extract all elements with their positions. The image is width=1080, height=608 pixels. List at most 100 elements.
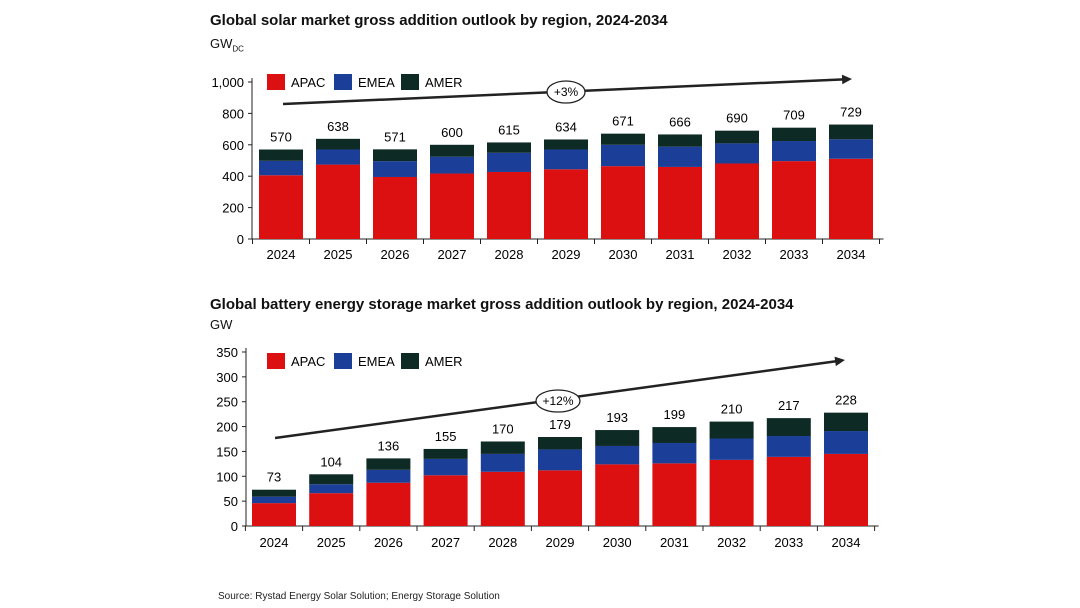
storage-chart-title: Global battery energy storage market gro…: [210, 296, 794, 313]
total-label: 600: [441, 125, 463, 140]
x-tick-label: 2025: [317, 535, 346, 550]
bar-apac-2025: [316, 164, 360, 239]
legend-label-apac: APAC: [291, 354, 325, 369]
bar-emea-2033: [772, 141, 816, 162]
unit-main: GW: [210, 317, 233, 332]
y-tick-label: 150: [216, 444, 238, 459]
bar-apac-2027: [423, 475, 468, 526]
legend-label-amer: AMER: [425, 354, 463, 369]
bar-amer-2031: [658, 134, 702, 147]
legend-label-emea: EMEA: [358, 354, 395, 369]
storage-chart: 0 50 100 150 200 250 300 350 2024 73 2025 104 2026 13…: [216, 345, 879, 550]
bar-emea-2028: [480, 453, 525, 472]
bar-apac-2025: [309, 493, 354, 526]
bar-emea-2031: [652, 442, 697, 464]
y-tick-label: 1,000: [211, 75, 244, 90]
total-label: 136: [378, 438, 400, 453]
bar-amer-2033: [766, 418, 811, 437]
legend-label-emea: EMEA: [358, 75, 395, 90]
total-label: 170: [492, 421, 514, 436]
bar-amer-2028: [480, 441, 525, 454]
bar-emea-2027: [423, 458, 468, 476]
bar-amer-2032: [709, 421, 754, 439]
unit-main: GW: [210, 36, 233, 51]
bar-amer-2030: [595, 430, 640, 446]
total-label: 193: [606, 410, 628, 425]
y-tick-label: 200: [216, 420, 238, 435]
bar-amer-2033: [772, 127, 816, 142]
bar-apac-2028: [480, 471, 525, 526]
bar-apac-2032: [709, 459, 754, 526]
bar-emea-2026: [366, 469, 411, 483]
x-tick-label: 2033: [780, 247, 809, 262]
arrow-head-icon: [834, 356, 845, 367]
legend-label-apac: APAC: [291, 75, 325, 90]
bar-amer-2024: [259, 149, 303, 161]
x-tick-label: 2031: [660, 535, 689, 550]
total-label: 179: [549, 417, 571, 432]
legend-swatch-apac: [267, 353, 285, 369]
x-tick-label: 2029: [546, 535, 575, 550]
solar-chart: 0 200 400 600 800 1,000 2024 570 2025 638 2026 571 2…: [211, 74, 884, 262]
unit-sub: DC: [232, 44, 244, 54]
x-tick-label: 2028: [488, 535, 517, 550]
total-label: 73: [267, 470, 281, 485]
y-tick-label: 400: [222, 169, 244, 184]
bar-apac-2033: [772, 161, 816, 239]
bar-emea-2032: [715, 143, 759, 164]
bar-apac-2031: [652, 463, 697, 526]
total-label: 690: [726, 111, 748, 126]
bar-emea-2026: [373, 161, 417, 177]
y-tick-label: 100: [216, 469, 238, 484]
bar-amer-2034: [829, 124, 873, 140]
total-label: 199: [664, 407, 686, 422]
bar-apac-2026: [373, 176, 417, 239]
cagr-label: +12%: [542, 394, 573, 408]
x-tick-label: 2032: [717, 535, 746, 550]
bar-amer-2025: [316, 138, 360, 150]
x-tick-label: 2030: [603, 535, 632, 550]
bar-apac-2030: [595, 464, 640, 526]
bar-amer-2029: [544, 139, 588, 150]
total-label: 709: [783, 108, 805, 123]
cagr-oval: [535, 389, 581, 413]
cagr-label: +3%: [554, 85, 579, 99]
bar-apac-2024: [259, 175, 303, 239]
total-label: 666: [669, 114, 691, 129]
bar-apac-2029: [544, 169, 588, 239]
bar-emea-2031: [658, 146, 702, 167]
bar-apac-2034: [824, 453, 868, 526]
bar-amer-2025: [309, 474, 354, 485]
x-tick-label: 2025: [324, 247, 353, 262]
bar-emea-2034: [829, 139, 873, 159]
bar-apac-2024: [252, 503, 296, 526]
bar-apac-2027: [430, 173, 474, 239]
y-tick-label: 300: [216, 370, 238, 385]
x-tick-label: 2026: [374, 535, 403, 550]
bar-apac-2031: [658, 166, 702, 239]
legend-label-amer: AMER: [425, 75, 463, 90]
total-label: 571: [384, 129, 406, 144]
bar-emea-2029: [538, 449, 582, 471]
bar-emea-2028: [487, 152, 531, 172]
total-label: 155: [435, 429, 457, 444]
total-label: 228: [835, 393, 857, 408]
bar-amer-2032: [715, 130, 759, 144]
bar-amer-2028: [487, 142, 531, 153]
solar-chart-title: Global solar market gross addition outlo…: [210, 12, 668, 29]
bar-amer-2031: [652, 427, 697, 443]
legend-swatch-amer: [401, 353, 419, 369]
x-tick-label: 2028: [495, 247, 524, 262]
bar-emea-2033: [766, 436, 811, 457]
bar-amer-2034: [824, 412, 868, 432]
bar-apac-2026: [366, 482, 411, 526]
legend-swatch-emea: [334, 74, 352, 90]
bar-apac-2028: [487, 171, 531, 239]
total-label: 638: [327, 119, 349, 134]
y-tick-label: 200: [222, 201, 244, 216]
y-tick-label: 50: [224, 494, 238, 509]
x-tick-label: 2026: [381, 247, 410, 262]
total-label: 570: [270, 130, 292, 145]
solar-unit-label: GWDC: [210, 36, 244, 54]
x-tick-label: 2033: [774, 535, 803, 550]
